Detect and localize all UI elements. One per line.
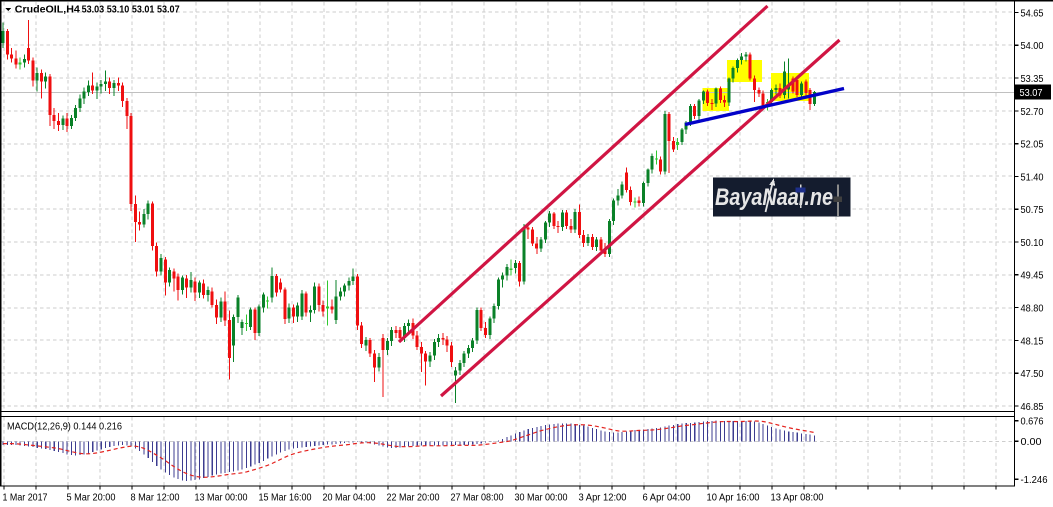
svg-text:48.80: 48.80 (1021, 304, 1044, 315)
svg-text:CrudeOIL,H4: CrudeOIL,H4 (15, 3, 80, 15)
svg-text:MACD(12,26,9) 0.144 0.216: MACD(12,26,9) 0.144 0.216 (7, 421, 122, 433)
svg-text:1 Mar 2017: 1 Mar 2017 (3, 493, 48, 504)
svg-text:49.45: 49.45 (1021, 271, 1044, 282)
svg-text:54.65: 54.65 (1021, 8, 1044, 19)
svg-text:47.50: 47.50 (1021, 369, 1044, 380)
svg-text:6 Apr 04:00: 6 Apr 04:00 (643, 493, 691, 504)
svg-text:50.75: 50.75 (1021, 205, 1044, 216)
svg-text:30 Mar 00:00: 30 Mar 00:00 (515, 493, 568, 504)
svg-text:53.07: 53.07 (1020, 88, 1043, 99)
svg-text:13 Mar 00:00: 13 Mar 00:00 (195, 493, 248, 504)
svg-text:10 Apr 16:00: 10 Apr 16:00 (707, 493, 760, 504)
svg-text:52.70: 52.70 (1021, 107, 1044, 118)
svg-text:48.15: 48.15 (1021, 336, 1044, 347)
svg-text:20 Mar 04:00: 20 Mar 04:00 (323, 493, 376, 504)
svg-text:53.03 53.10 53.01 53.07: 53.03 53.10 53.01 53.07 (82, 3, 180, 15)
svg-text:27 Mar 08:00: 27 Mar 08:00 (451, 493, 504, 504)
svg-text:15 Mar 16:00: 15 Mar 16:00 (259, 493, 312, 504)
svg-text:5 Mar 20:00: 5 Mar 20:00 (67, 493, 116, 504)
svg-text:0.676: 0.676 (1021, 417, 1044, 428)
svg-text:8 Mar 12:00: 8 Mar 12:00 (131, 493, 180, 504)
svg-text:53.35: 53.35 (1021, 74, 1044, 85)
svg-text:46.85: 46.85 (1021, 402, 1044, 413)
svg-text:51.40: 51.40 (1021, 172, 1044, 183)
svg-text:-1.246: -1.246 (1021, 475, 1048, 486)
svg-text:0.00: 0.00 (1021, 437, 1042, 448)
svg-text:50.10: 50.10 (1021, 238, 1044, 249)
svg-text:13 Apr 08:00: 13 Apr 08:00 (771, 493, 824, 504)
svg-text:54.00: 54.00 (1021, 41, 1044, 52)
svg-text:3 Apr 12:00: 3 Apr 12:00 (579, 493, 627, 504)
svg-text:22 Mar 20:00: 22 Mar 20:00 (387, 493, 440, 504)
svg-text:52.05: 52.05 (1021, 140, 1044, 151)
svg-text:BayaNaai.ne: BayaNaai.ne (715, 184, 833, 211)
